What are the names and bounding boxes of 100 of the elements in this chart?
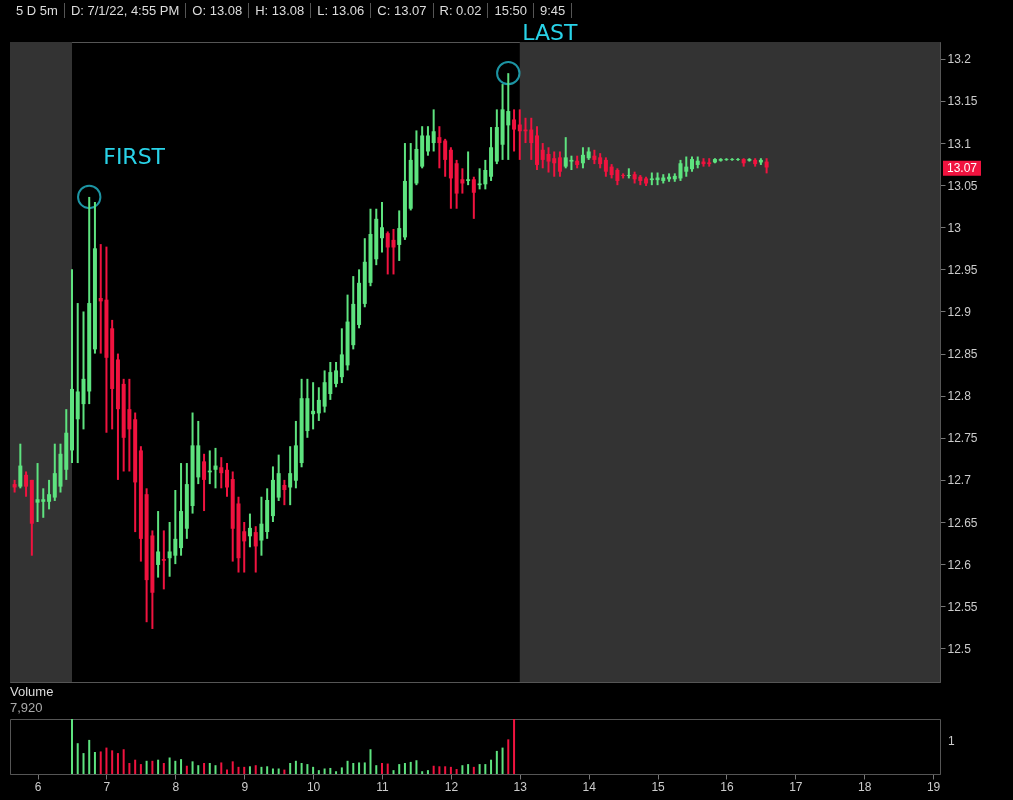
text: 15:50	[488, 2, 534, 18]
bar	[254, 765, 257, 774]
x-tick-label: 15	[651, 779, 666, 794]
bar	[157, 759, 160, 774]
bar	[197, 765, 200, 774]
text: R: 0.02	[433, 2, 489, 18]
bar	[168, 757, 171, 774]
bar	[386, 763, 389, 774]
bar	[398, 764, 401, 774]
annotation: 13.07	[946, 161, 978, 176]
bar	[289, 763, 292, 774]
x-tick-label: 6	[34, 779, 42, 794]
x-tick-label: 19	[926, 779, 941, 794]
bar	[105, 747, 108, 774]
y-tick-label: 12.6	[947, 557, 972, 572]
x-tick-label: 12	[444, 779, 459, 794]
bar	[335, 771, 338, 774]
bar	[472, 766, 475, 774]
annotation: LAST	[522, 20, 579, 46]
x-tick-label: 9	[241, 779, 249, 794]
bar	[277, 768, 280, 774]
bar	[358, 762, 361, 774]
bar	[449, 766, 452, 774]
bar	[317, 770, 320, 774]
x-tick-label: 11	[376, 779, 390, 794]
bar	[312, 766, 315, 774]
bar	[375, 765, 378, 774]
bar	[461, 765, 464, 774]
x-tick-label: 7	[103, 779, 111, 794]
bar	[220, 762, 223, 774]
text: C: 13.07	[371, 2, 434, 18]
bar	[208, 763, 211, 774]
bar	[490, 759, 493, 774]
text: 9:45	[533, 2, 573, 18]
bar	[467, 764, 470, 774]
bar	[185, 765, 188, 774]
y-tick-label: 12.65	[947, 515, 978, 530]
bar	[421, 771, 424, 774]
y-tick-label: 13	[947, 220, 962, 235]
x-tick-label: 13	[513, 779, 528, 794]
bar	[409, 761, 412, 774]
bar	[116, 753, 119, 774]
bar	[415, 760, 418, 774]
chart-subtitle: 7,920	[10, 700, 43, 715]
bar	[88, 739, 91, 774]
bar	[162, 763, 165, 774]
bar	[444, 766, 447, 774]
x-tick-label: 8	[172, 779, 180, 794]
bar	[237, 766, 240, 774]
bar	[145, 760, 148, 774]
x-tick-label: 10	[306, 779, 321, 794]
bar	[122, 749, 125, 774]
bar	[432, 765, 435, 774]
x-tick-label: 17	[789, 779, 803, 794]
bar	[134, 759, 137, 774]
bar	[139, 764, 142, 774]
bar	[111, 750, 114, 774]
bar	[478, 764, 481, 774]
y-tick-label: 12.95	[947, 262, 978, 277]
bar	[260, 766, 263, 774]
y-tick-label: 13.05	[947, 178, 978, 193]
bar	[352, 763, 355, 774]
annotation: FIRST	[103, 143, 166, 169]
bar	[128, 763, 131, 774]
bar	[174, 760, 177, 774]
bar	[438, 766, 441, 774]
bar	[214, 765, 217, 774]
bar	[381, 763, 383, 774]
bar	[346, 760, 349, 774]
x-tick-label: 14	[582, 779, 597, 794]
bar	[82, 753, 85, 774]
y-tick-label: 12.55	[947, 599, 978, 614]
bar	[484, 764, 487, 774]
bar	[300, 763, 303, 774]
bar	[191, 761, 194, 774]
y-tick-label: 13.15	[947, 94, 978, 109]
y-tick-label: 12.7	[947, 473, 972, 488]
x-tick-label: 18	[858, 779, 872, 794]
bar	[392, 770, 395, 774]
text: D: 7/1/22, 4:55 PM	[64, 2, 187, 18]
text: 5 D 5m	[10, 2, 65, 18]
bar	[71, 719, 73, 774]
bar	[203, 763, 206, 774]
y-tick-label: 13.1	[947, 136, 972, 151]
text: O: 13.08	[186, 2, 250, 18]
bar	[495, 750, 498, 774]
y-tick-label: 12.5	[947, 641, 972, 656]
bar	[363, 762, 366, 774]
x-tick-label: 16	[720, 779, 734, 794]
bar	[306, 764, 309, 774]
text: H: 13.08	[249, 2, 312, 18]
text: L: 13.06	[311, 2, 372, 18]
bar	[180, 759, 183, 774]
bar	[403, 763, 406, 774]
bar	[369, 749, 372, 774]
bar	[231, 761, 234, 774]
y-tick-label: 12.8	[947, 389, 972, 404]
bar	[76, 743, 79, 774]
bar	[243, 766, 246, 774]
y-tick-label: 12.75	[947, 431, 978, 446]
